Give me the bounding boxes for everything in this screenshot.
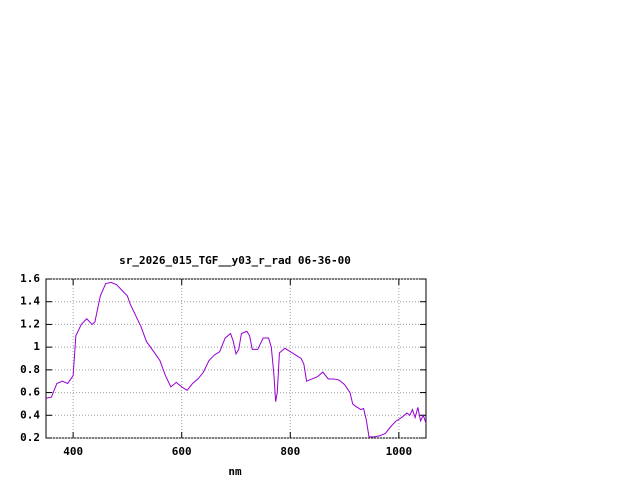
chart-title: sr_2026_015_TGF__y03_r_rad 06-36-00 [119, 254, 351, 267]
x-tick-label: 800 [280, 445, 300, 458]
y-tick-label: 1.4 [20, 295, 40, 308]
y-tick-label: 0.2 [20, 431, 40, 444]
y-tick-label: 0.8 [20, 363, 40, 376]
data-line [45, 281, 427, 438]
y-tick-label: 0.6 [20, 386, 40, 399]
plot-border [45, 278, 427, 439]
y-tick-label: 1.2 [20, 317, 40, 330]
x-axis-label: nm [228, 465, 242, 478]
y-tick-label: 1.6 [20, 272, 40, 285]
x-tick-label: 1000 [386, 445, 413, 458]
x-tick-label: 600 [172, 445, 192, 458]
y-tick-label: 0.4 [20, 408, 40, 421]
x-tick-label: 400 [63, 445, 83, 458]
y-tick-label: 1 [33, 340, 40, 353]
